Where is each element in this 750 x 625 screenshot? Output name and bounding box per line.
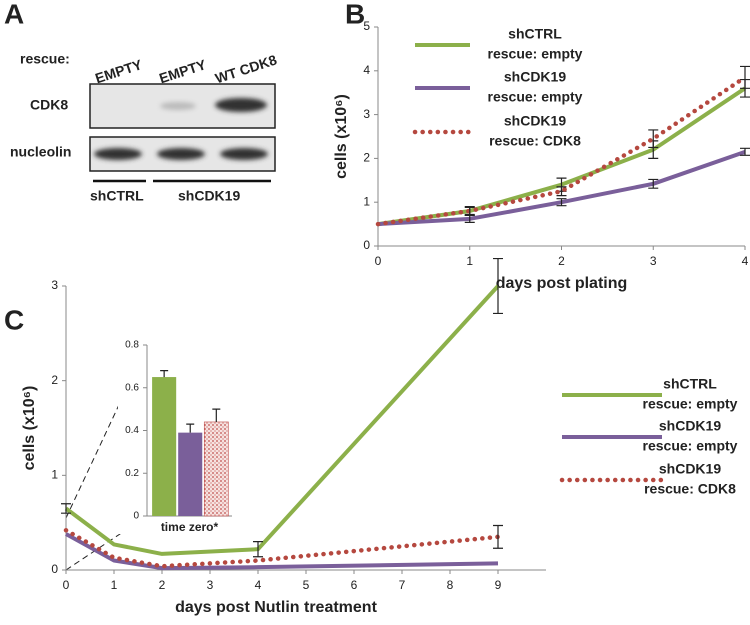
- y-tick-label: 1: [51, 468, 58, 482]
- legend-label: shCDK19: [504, 69, 566, 85]
- y-axis-label: cells (x10⁶): [333, 94, 350, 179]
- error-bar: [740, 147, 750, 156]
- group-label: shCTRL: [90, 188, 144, 204]
- bar: [178, 432, 203, 516]
- x-tick-label: 6: [351, 578, 358, 592]
- x-tick-label: 5: [303, 578, 310, 592]
- x-tick-label: 8: [447, 578, 454, 592]
- error-bar: [648, 178, 659, 189]
- y-tick-label: 0: [133, 511, 139, 522]
- y-axis-label: cells (x10⁶): [21, 386, 38, 471]
- x-tick-label: 7: [399, 578, 406, 592]
- y-tick-label: 0.8: [125, 340, 139, 351]
- blot-band: [215, 98, 267, 112]
- y-tick-label: 0: [51, 562, 58, 576]
- error-bar: [493, 524, 503, 549]
- x-tick-label: 0: [375, 254, 382, 268]
- x-tick-label: 3: [650, 254, 657, 268]
- error-bar: [740, 65, 750, 89]
- legend-label: shCDK19: [659, 418, 721, 434]
- error-bar: [253, 541, 263, 558]
- x-tick-label: 2: [159, 578, 166, 592]
- x-tick-label: 4: [742, 254, 749, 268]
- x-tick-label: 3: [207, 578, 214, 592]
- error-bar: [648, 129, 659, 149]
- error-bar: [160, 370, 169, 378]
- blot-band: [157, 148, 205, 160]
- panel-label: C: [4, 304, 24, 335]
- x-tick-label: 0: [63, 578, 70, 592]
- y-tick-label: 0: [363, 238, 370, 252]
- error-bar: [464, 206, 475, 216]
- x-tick-label: 1: [466, 254, 473, 268]
- legend-label: shCDK19: [504, 113, 566, 129]
- error-bar: [556, 198, 567, 207]
- legend-label: shCTRL: [508, 26, 562, 42]
- legend-label: rescue: empty: [643, 396, 738, 412]
- y-tick-label: 2: [363, 151, 370, 165]
- legend-label: rescue: empty: [643, 438, 738, 454]
- error-bar: [464, 214, 475, 223]
- y-tick-label: 0.4: [125, 425, 139, 436]
- series-line: [65, 532, 499, 571]
- series-line: [63, 527, 501, 569]
- legend-label: rescue: empty: [488, 46, 583, 62]
- group-label: shCDK19: [178, 188, 240, 204]
- y-tick-label: 0.6: [125, 382, 139, 393]
- blot-band: [160, 102, 196, 110]
- error-bar: [212, 408, 221, 422]
- legend-label: rescue: empty: [488, 89, 583, 105]
- x-tick-label: 9: [495, 578, 502, 592]
- y-tick-label: 1: [363, 194, 370, 208]
- series-line: [375, 75, 748, 227]
- y-tick-label: 5: [363, 19, 370, 33]
- legend-label: shCTRL: [663, 376, 717, 392]
- error-bar: [493, 257, 503, 315]
- x-axis-label: days post Nutlin treatment: [175, 599, 377, 616]
- panel-label: A: [4, 0, 24, 29]
- blot-band: [220, 148, 268, 160]
- y-tick-label: 0.2: [125, 468, 139, 479]
- y-tick-label: 2: [51, 373, 58, 387]
- blot-band: [94, 148, 142, 160]
- zoom-line: [65, 344, 148, 519]
- x-tick-label: time zero*: [161, 520, 219, 534]
- panel-label: B: [345, 0, 365, 29]
- bar: [203, 421, 229, 517]
- lane-label: EMPTY: [157, 56, 208, 86]
- blot-row-label: nucleolin: [10, 144, 71, 160]
- series-line: [64, 284, 500, 556]
- x-tick-label: 4: [255, 578, 262, 592]
- x-tick-label: 1: [111, 578, 118, 592]
- legend-label: rescue: CDK8: [644, 481, 736, 497]
- blot-row-header: rescue:: [20, 51, 70, 67]
- y-tick-label: 3: [363, 107, 370, 121]
- y-tick-label: 3: [51, 278, 58, 292]
- lane-label: EMPTY: [93, 56, 144, 86]
- error-bar: [186, 423, 195, 433]
- error-bar: [556, 186, 567, 197]
- x-tick-label: 2: [558, 254, 565, 268]
- lane-label: WT CDK8: [213, 51, 279, 86]
- error-bar: [61, 503, 71, 514]
- bar: [152, 377, 177, 516]
- legend-label: rescue: CDK8: [489, 133, 581, 149]
- y-tick-label: 4: [363, 63, 370, 77]
- blot-row-label: CDK8: [30, 97, 68, 113]
- legend-label: shCDK19: [659, 461, 721, 477]
- x-axis-label: days post plating: [496, 275, 628, 292]
